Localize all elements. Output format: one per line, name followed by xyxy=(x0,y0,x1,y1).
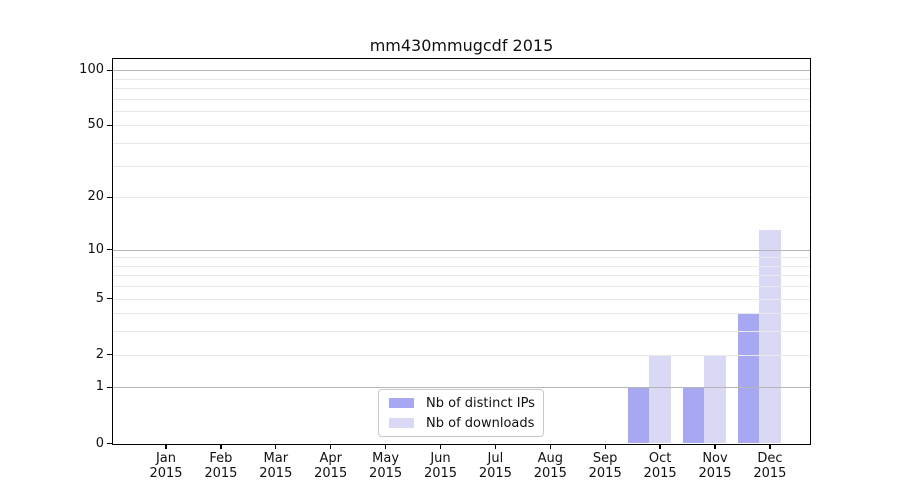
legend-item-distinct-ips: Nb of distinct IPs xyxy=(389,396,543,411)
x-tick-label-sep-2015: Sep 2015 xyxy=(570,451,640,481)
x-tick-aug-2015 xyxy=(549,443,551,449)
x-tick-year: 2015 xyxy=(369,465,403,481)
gridline-minor-60 xyxy=(113,110,810,112)
x-tick-label-jul-2015: Jul 2015 xyxy=(460,451,530,481)
y-tick-label-2: 2 xyxy=(95,346,104,362)
legend-item-downloads: Nb of downloads xyxy=(389,416,543,431)
x-tick-month: Dec xyxy=(757,450,783,466)
legend-label-downloads: Nb of downloads xyxy=(426,415,535,431)
x-tick-month: May xyxy=(372,450,400,466)
x-tick-label-mar-2015: Mar 2015 xyxy=(241,451,311,481)
x-tick-nov-2015 xyxy=(714,443,716,449)
y-tick-20 xyxy=(106,196,113,198)
legend-swatch-downloads xyxy=(389,418,414,428)
bar-nb-of-distinct-ips-oct-2015 xyxy=(628,387,650,444)
x-tick-year: 2015 xyxy=(314,465,348,481)
x-tick-month: Oct xyxy=(648,450,672,466)
bar-nb-of-downloads-nov-2015 xyxy=(704,354,726,444)
x-tick-month: Jul xyxy=(487,450,504,466)
x-tick-month: Aug xyxy=(537,450,563,466)
x-tick-year: 2015 xyxy=(149,465,183,481)
gridline-major-100 xyxy=(113,70,810,72)
x-tick-label-aug-2015: Aug 2015 xyxy=(515,451,585,481)
gridline-minor-50 xyxy=(113,125,810,127)
x-tick-label-oct-2015: Oct 2015 xyxy=(625,451,695,481)
x-tick-jun-2015 xyxy=(439,443,442,449)
x-tick-feb-2015 xyxy=(220,443,222,449)
x-tick-label-apr-2015: Apr 2015 xyxy=(296,451,366,481)
x-tick-oct-2015 xyxy=(659,443,661,449)
y-tick-label-20: 20 xyxy=(87,189,104,205)
gridline-minor-3 xyxy=(113,331,810,333)
gridline-minor-30 xyxy=(113,165,810,167)
x-tick-year: 2015 xyxy=(753,465,787,481)
x-tick-label-nov-2015: Nov 2015 xyxy=(680,451,750,481)
chart-title: mm430mmugcdf 2015 xyxy=(369,36,554,55)
gridline-minor-70 xyxy=(113,98,810,100)
x-tick-month: Feb xyxy=(209,450,233,466)
bar-nb-of-distinct-ips-nov-2015 xyxy=(682,387,705,444)
bar-nb-of-downloads-oct-2015 xyxy=(649,354,671,444)
y-tick-2 xyxy=(106,353,113,356)
x-tick-label-feb-2015: Feb 2015 xyxy=(186,451,256,481)
x-tick-label-jun-2015: Jun 2015 xyxy=(406,451,476,481)
gridline-minor-40 xyxy=(113,143,810,145)
y-tick-1 xyxy=(106,386,113,389)
x-tick-dec-2015 xyxy=(769,443,771,449)
y-tick-label-5: 5 xyxy=(95,290,104,306)
x-tick-year: 2015 xyxy=(643,465,677,481)
gridline-minor-80 xyxy=(113,88,810,90)
legend-swatch-distinct-ips xyxy=(389,398,414,408)
y-tick-label-100: 100 xyxy=(79,62,104,78)
x-tick-month: Sep xyxy=(592,450,618,466)
x-tick-jul-2015 xyxy=(494,443,497,449)
y-tick-label-0: 0 xyxy=(95,435,104,451)
gridline-minor-9 xyxy=(113,257,810,259)
x-tick-year: 2015 xyxy=(423,465,458,481)
gridline-minor-90 xyxy=(113,78,810,80)
gridline-minor-7 xyxy=(113,275,810,277)
y-tick-10 xyxy=(106,248,113,251)
y-tick-label-1: 1 xyxy=(95,379,104,395)
y-tick-label-50: 50 xyxy=(87,117,104,133)
gridline-minor-5 xyxy=(113,298,810,300)
x-tick-mar-2015 xyxy=(275,443,277,449)
x-tick-year: 2015 xyxy=(588,465,622,481)
x-tick-label-dec-2015: Dec 2015 xyxy=(735,451,805,481)
gridline-minor-2 xyxy=(113,354,810,356)
x-tick-label-may-2015: May 2015 xyxy=(351,451,421,481)
legend-label-distinct-ips: Nb of distinct IPs xyxy=(426,395,535,411)
x-tick-jan-2015 xyxy=(165,443,167,449)
y-tick-label-10: 10 xyxy=(87,241,104,257)
gridline-minor-20 xyxy=(113,197,810,199)
bar-nb-of-downloads-dec-2015 xyxy=(759,230,781,444)
x-tick-year: 2015 xyxy=(204,465,238,481)
gridline-major-10 xyxy=(113,249,810,251)
gridline-minor-8 xyxy=(113,265,810,267)
bar-nb-of-distinct-ips-dec-2015 xyxy=(737,313,760,444)
x-tick-year: 2015 xyxy=(533,465,567,481)
x-tick-may-2015 xyxy=(384,443,387,449)
gridline-minor-4 xyxy=(113,313,810,315)
x-tick-year: 2015 xyxy=(698,465,732,481)
x-tick-month: Apr xyxy=(319,450,342,466)
x-tick-month: Mar xyxy=(263,450,289,466)
x-tick-year: 2015 xyxy=(259,465,293,481)
gridline-minor-6 xyxy=(113,286,810,288)
y-tick-50 xyxy=(106,124,113,127)
x-tick-month: Nov xyxy=(702,450,728,466)
x-tick-apr-2015 xyxy=(330,443,332,449)
x-tick-month: Jan xyxy=(155,450,177,466)
y-tick-100 xyxy=(106,69,113,71)
x-tick-sep-2015 xyxy=(604,443,606,449)
y-tick-5 xyxy=(106,297,113,300)
gridline-major-1 xyxy=(113,387,810,389)
x-tick-month: Jun xyxy=(430,450,451,466)
y-tick-0 xyxy=(106,442,113,445)
x-tick-label-jan-2015: Jan 2015 xyxy=(131,451,201,481)
x-tick-year: 2015 xyxy=(478,465,512,481)
legend: Nb of distinct IPs Nb of downloads xyxy=(378,389,544,437)
